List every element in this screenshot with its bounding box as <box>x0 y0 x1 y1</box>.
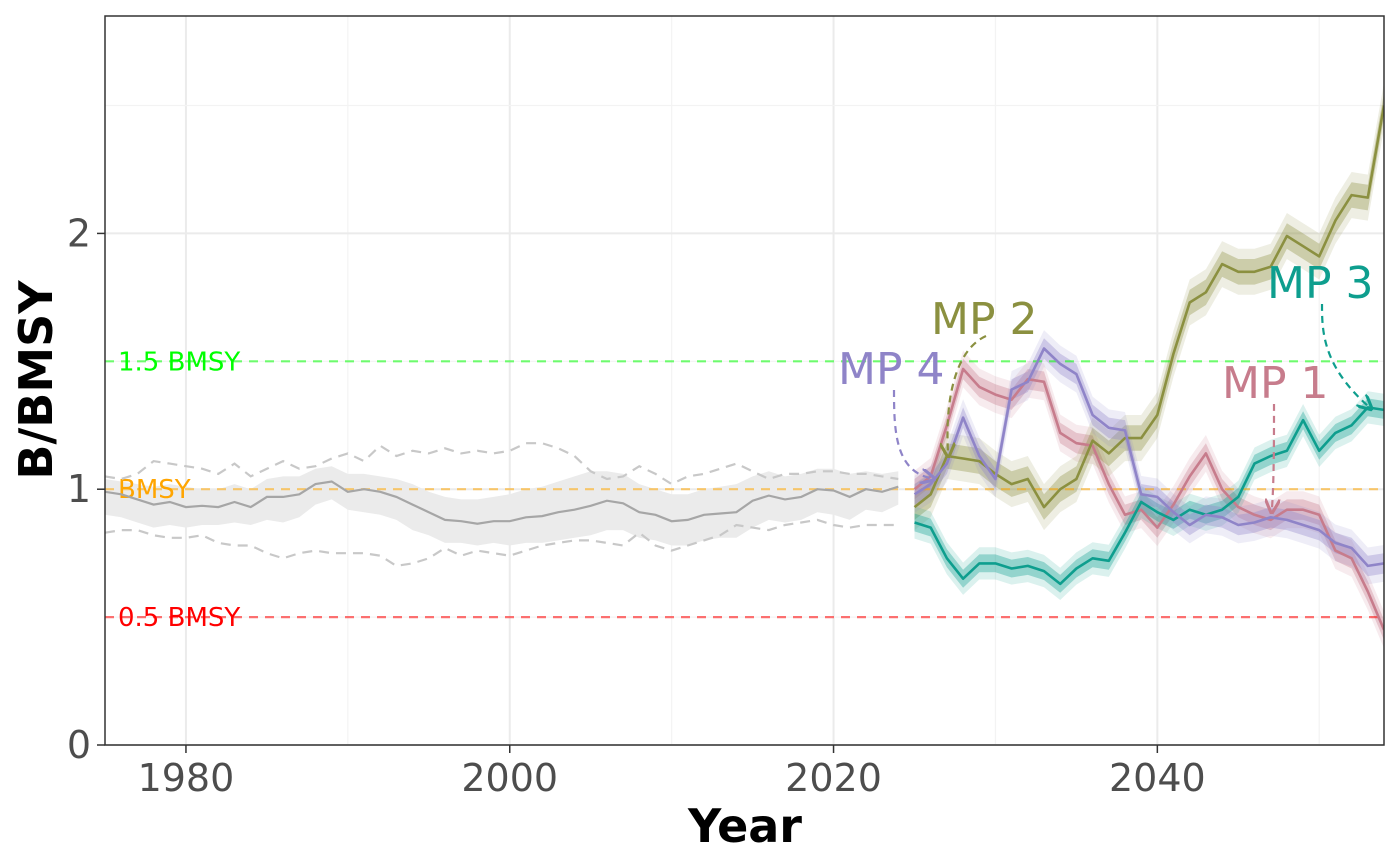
series-line-4 <box>913 347 1384 568</box>
series-inner-band-3 <box>914 398 1384 593</box>
x-axis-title: Year <box>687 799 802 853</box>
y-tick-label-2: 1 <box>67 467 91 511</box>
annotation-arrow-4 <box>892 389 930 478</box>
annotations: MP 1 MP 2 MP 3 MP 4 <box>838 258 1373 508</box>
annotation-arrow-3 <box>1320 303 1368 406</box>
series-outer-band-1 <box>914 350 1384 649</box>
reference-label-3: 0.5 BMSY <box>118 603 240 633</box>
series-inner-band-2 <box>914 92 1384 520</box>
series-inner-band-4 <box>914 338 1384 577</box>
y-axis-title: B/BMSY <box>9 280 63 480</box>
historical-band <box>105 466 899 546</box>
annotation-label-1: MP 1 <box>1222 358 1328 409</box>
historical-median-line <box>105 480 899 525</box>
series-line-1 <box>913 367 1384 631</box>
y-tick-label-1: 0 <box>67 723 91 767</box>
annotation-label-4: MP 4 <box>838 344 944 395</box>
x-tick-label-4: 2040 <box>1109 756 1206 800</box>
series-outer-band-2 <box>914 82 1384 531</box>
x-tick-label-3: 2020 <box>785 756 882 800</box>
series-outer-band-4 <box>914 330 1384 585</box>
reference-label-2: BMSY <box>118 475 191 505</box>
series-line-3 <box>914 406 1384 586</box>
x-tick-label-1: 1980 <box>138 756 235 800</box>
axes: 1980 2000 2020 2040 0 1 2 <box>67 211 1206 800</box>
annotation-label-3: MP 3 <box>1267 258 1373 309</box>
annotation-arrow-2 <box>947 334 987 452</box>
y-tick-label-3: 2 <box>67 211 91 255</box>
plot-background <box>105 16 1384 745</box>
historical-lower-dashed <box>105 518 899 568</box>
x-tick-label-2: 2000 <box>461 756 558 800</box>
plot-border <box>104 15 1385 746</box>
reference-label-1: 1.5 BMSY <box>118 347 240 377</box>
historical-upper-dashed <box>105 442 899 486</box>
series-line-2 <box>913 105 1384 509</box>
annotation-arrow-1 <box>1272 403 1274 508</box>
annotation-label-2: MP 2 <box>931 294 1037 345</box>
series-lines <box>105 105 1384 631</box>
series-inner-band-1 <box>914 358 1384 641</box>
reference-lines: 1.5 BMSY BMSY 0.5 BMSY <box>105 347 1384 633</box>
